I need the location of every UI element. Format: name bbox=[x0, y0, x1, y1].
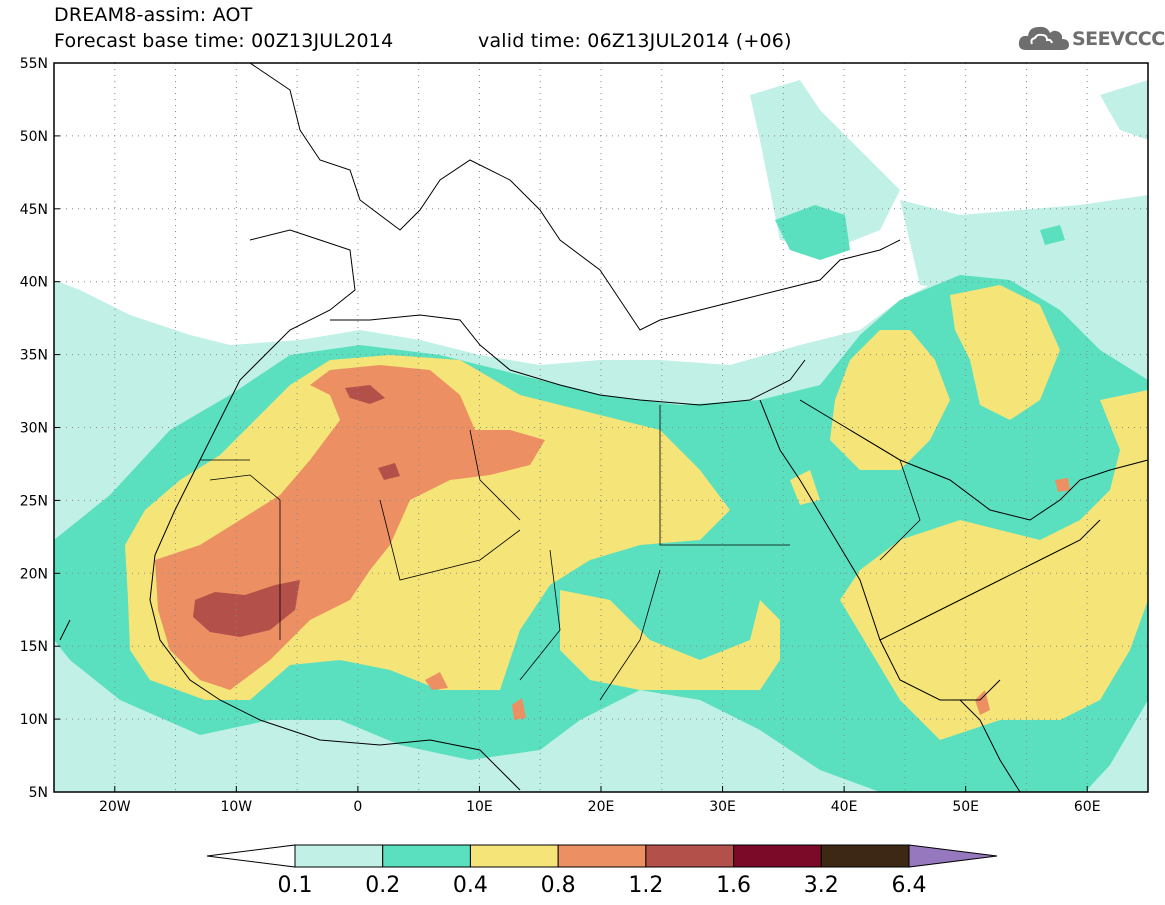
logo-text: SEEVCCC bbox=[1072, 28, 1165, 50]
colorbar-swatch bbox=[820, 844, 910, 868]
colorbar-swatch bbox=[557, 844, 647, 868]
lat-label: 30N bbox=[20, 421, 48, 437]
colorbar-label: 6.4 bbox=[892, 873, 927, 898]
lon-label: 60E bbox=[1074, 799, 1101, 815]
colorbar-swatch bbox=[382, 844, 471, 868]
lat-label: 55N bbox=[20, 56, 48, 72]
colorbar-swatch bbox=[294, 844, 384, 868]
contour-1.2 bbox=[193, 385, 400, 637]
lat-label: 35N bbox=[20, 348, 48, 364]
lon-label: 20E bbox=[588, 799, 615, 815]
colorbar-label: 1.2 bbox=[628, 873, 663, 898]
lon-label: 0 bbox=[353, 799, 362, 815]
colorbar-label: 1.6 bbox=[716, 873, 751, 898]
gridlines bbox=[54, 63, 1148, 792]
lon-label: 40E bbox=[831, 799, 858, 815]
lon-label: 50E bbox=[952, 799, 979, 815]
lon-label: 10W bbox=[220, 799, 252, 815]
colorbar: 0.1 0.2 0.4 0.8 1.2 1.6 3.2 6.4 bbox=[206, 844, 998, 898]
cloud-icon bbox=[1018, 26, 1069, 50]
lat-label: 15N bbox=[20, 639, 48, 655]
colorbar-high-arrow bbox=[908, 844, 998, 868]
lat-label: 5N bbox=[29, 785, 48, 801]
colorbar-label: 0.4 bbox=[453, 873, 488, 898]
colorbar-swatch bbox=[645, 844, 735, 868]
map-title: DREAM8-assim: AOT bbox=[54, 4, 253, 26]
base-time-label: Forecast base time: 00Z13JUL2014 valid ti… bbox=[54, 30, 792, 52]
lon-label: 10E bbox=[466, 799, 493, 815]
lat-label: 50N bbox=[20, 129, 48, 145]
seevccc-logo: SEEVCCC bbox=[1016, 20, 1165, 60]
coastlines bbox=[59, 63, 1148, 792]
lon-label: 30E bbox=[709, 799, 736, 815]
aot-contours bbox=[54, 80, 1148, 792]
longitude-labels: 20W 10W 0 10E 20E 30E 40E 50E 60E bbox=[99, 786, 1101, 815]
latitude-labels: 55N 50N 45N 40N 35N 30N 25N 20N 15N 10N 5N bbox=[20, 56, 60, 801]
base-time-text: Forecast base time: 00Z13JUL2014 bbox=[54, 30, 394, 52]
lat-label: 20N bbox=[20, 566, 48, 582]
colorbar-label: 0.8 bbox=[541, 873, 576, 898]
lat-label: 40N bbox=[20, 275, 48, 291]
lat-label: 10N bbox=[20, 712, 48, 728]
country-borders bbox=[200, 405, 921, 701]
colorbar-label: 3.2 bbox=[804, 873, 839, 898]
lat-label: 45N bbox=[20, 202, 48, 218]
valid-time-label: valid time: 06Z13JUL2014 (+06) bbox=[478, 30, 792, 52]
colorbar-low-arrow bbox=[206, 844, 296, 868]
lat-label: 25N bbox=[20, 493, 48, 509]
colorbar-label: 0.1 bbox=[278, 873, 313, 898]
colorbar-swatch bbox=[733, 844, 822, 868]
colorbar-label: 0.2 bbox=[365, 873, 400, 898]
colorbar-swatch bbox=[469, 844, 559, 868]
lon-label: 20W bbox=[99, 799, 131, 815]
